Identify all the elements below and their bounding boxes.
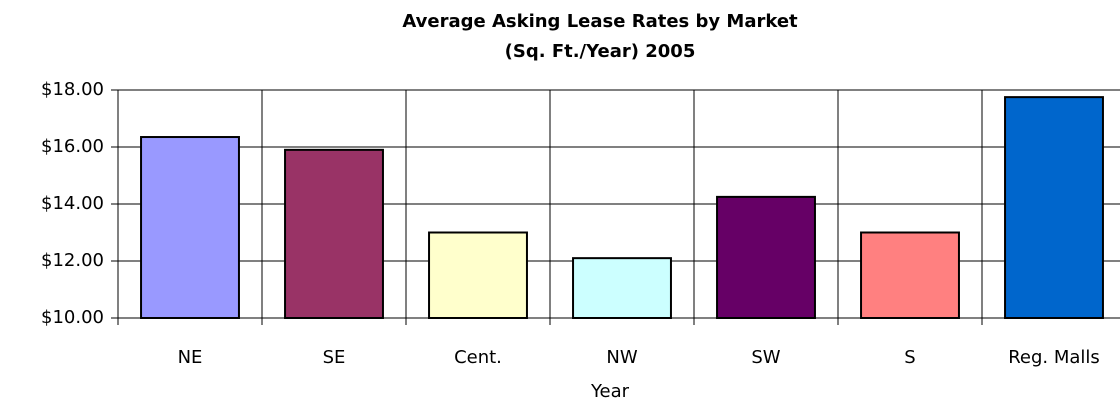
x-tick-label: Reg. Malls — [1008, 347, 1100, 368]
bar — [572, 257, 672, 319]
chart-subtitle: (Sq. Ft./Year) 2005 — [505, 41, 696, 62]
y-tick-label: $14.00 — [41, 193, 104, 214]
bar — [284, 148, 384, 319]
y-tick-label: $16.00 — [41, 136, 104, 157]
y-tick-label: $18.00 — [41, 79, 104, 100]
x-tick-label: Cent. — [454, 347, 502, 368]
y-tick-label: $12.00 — [41, 250, 104, 271]
bar — [140, 136, 240, 319]
x-tick-label: SE — [323, 347, 346, 368]
x-tick-label: NW — [606, 347, 637, 368]
y-tick-label: $10.00 — [41, 307, 104, 328]
bar — [428, 231, 528, 319]
bar — [716, 195, 816, 319]
chart-title: Average Asking Lease Rates by Market — [402, 11, 798, 32]
bar — [1004, 96, 1104, 319]
x-axis-label: Year — [590, 381, 630, 402]
x-tick-label: SW — [751, 347, 780, 368]
bar — [860, 231, 960, 319]
x-tick-label: S — [904, 347, 915, 368]
x-tick-label: NE — [178, 347, 203, 368]
